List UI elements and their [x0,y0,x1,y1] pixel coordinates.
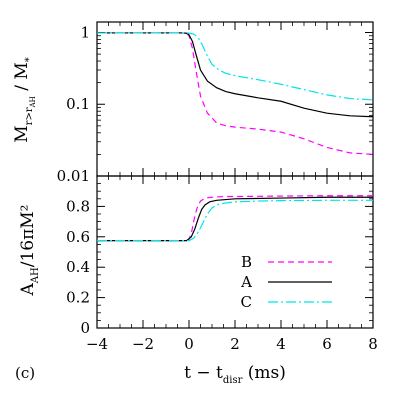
top-panel-ticks [96,22,374,177]
xtick-label-2: 0 [184,335,194,353]
xtick-label-0: −4 [86,335,108,353]
bottom-panel: −4 −2 0 2 4 6 800.20.40.60.8 BAC AAH/16πM² t −… [18,175,378,386]
top-ylabel-suffix-sub: * [24,57,35,62]
bottom-series-C [97,199,373,242]
top-ylabel-subsub: AH [29,96,37,108]
xtick-label-4: 4 [276,335,286,353]
xtick-label-3: 2 [230,335,240,353]
legend-label-A: A [240,273,252,291]
legend-label-C: C [241,293,252,311]
top-panel-series [97,32,374,155]
panel-label: (c) [15,364,35,382]
bottom-series-A [97,196,373,242]
bottom-ytick-label-4: 0.8 [66,197,90,215]
bottom-ytick-label-1: 0.2 [66,289,90,307]
bottom-ylabel-suffix: /16πM² [18,205,38,268]
top-panel: 1 0.1 0.01 Mr>rAH / M* [12,21,374,185]
bottom-y-axis-label: AAH/16πM² [18,205,41,297]
xlabel-sub: disr [223,375,243,386]
top-ytick-label-2: 0.01 [57,167,90,185]
xtick-label-5: 6 [322,335,332,353]
top-panel-frame [96,21,374,177]
top-series-C [97,32,374,101]
top-y-axis-label: Mr>rAH / M* [12,57,37,143]
xlabel-suffix: (ms) [242,363,286,383]
bottom-ytick-label-2: 0.4 [66,258,90,276]
top-ytick-label-1: 0.1 [66,95,90,113]
top-series-A [97,32,374,118]
bottom-panel-series [97,195,373,242]
top-ylabel-sub: r>r [24,107,35,125]
top-series-B [97,32,374,155]
legend-label-B: B [241,253,252,271]
bottom-panel-tick-labels: −4 −2 0 2 4 6 8 0 0.2 0.4 0.6 0.8 [66,197,378,353]
bottom-series-B [97,195,373,242]
top-ylabel-suffix: / M [12,62,32,96]
xlabel-main: t − t [184,363,223,383]
bottom-panel-ticks [96,176,374,328]
bottom-ytick-label-0: 0 [80,319,90,337]
top-panel-tick-labels: 1 0.1 0.01 [57,23,90,185]
xtick-label-1: −2 [132,335,154,353]
xtick-label-6: 8 [368,335,378,353]
bottom-ylabel-main: A [18,283,38,297]
bottom-ytick-label-3: 0.6 [66,228,90,246]
bottom-ylabel-sub: AH [30,267,41,284]
top-ylabel-main: M [12,125,32,142]
top-ytick-label-0: 1 [80,23,90,41]
legend: BAC [240,253,332,311]
x-axis-label: t − tdisr (ms) [184,363,286,386]
